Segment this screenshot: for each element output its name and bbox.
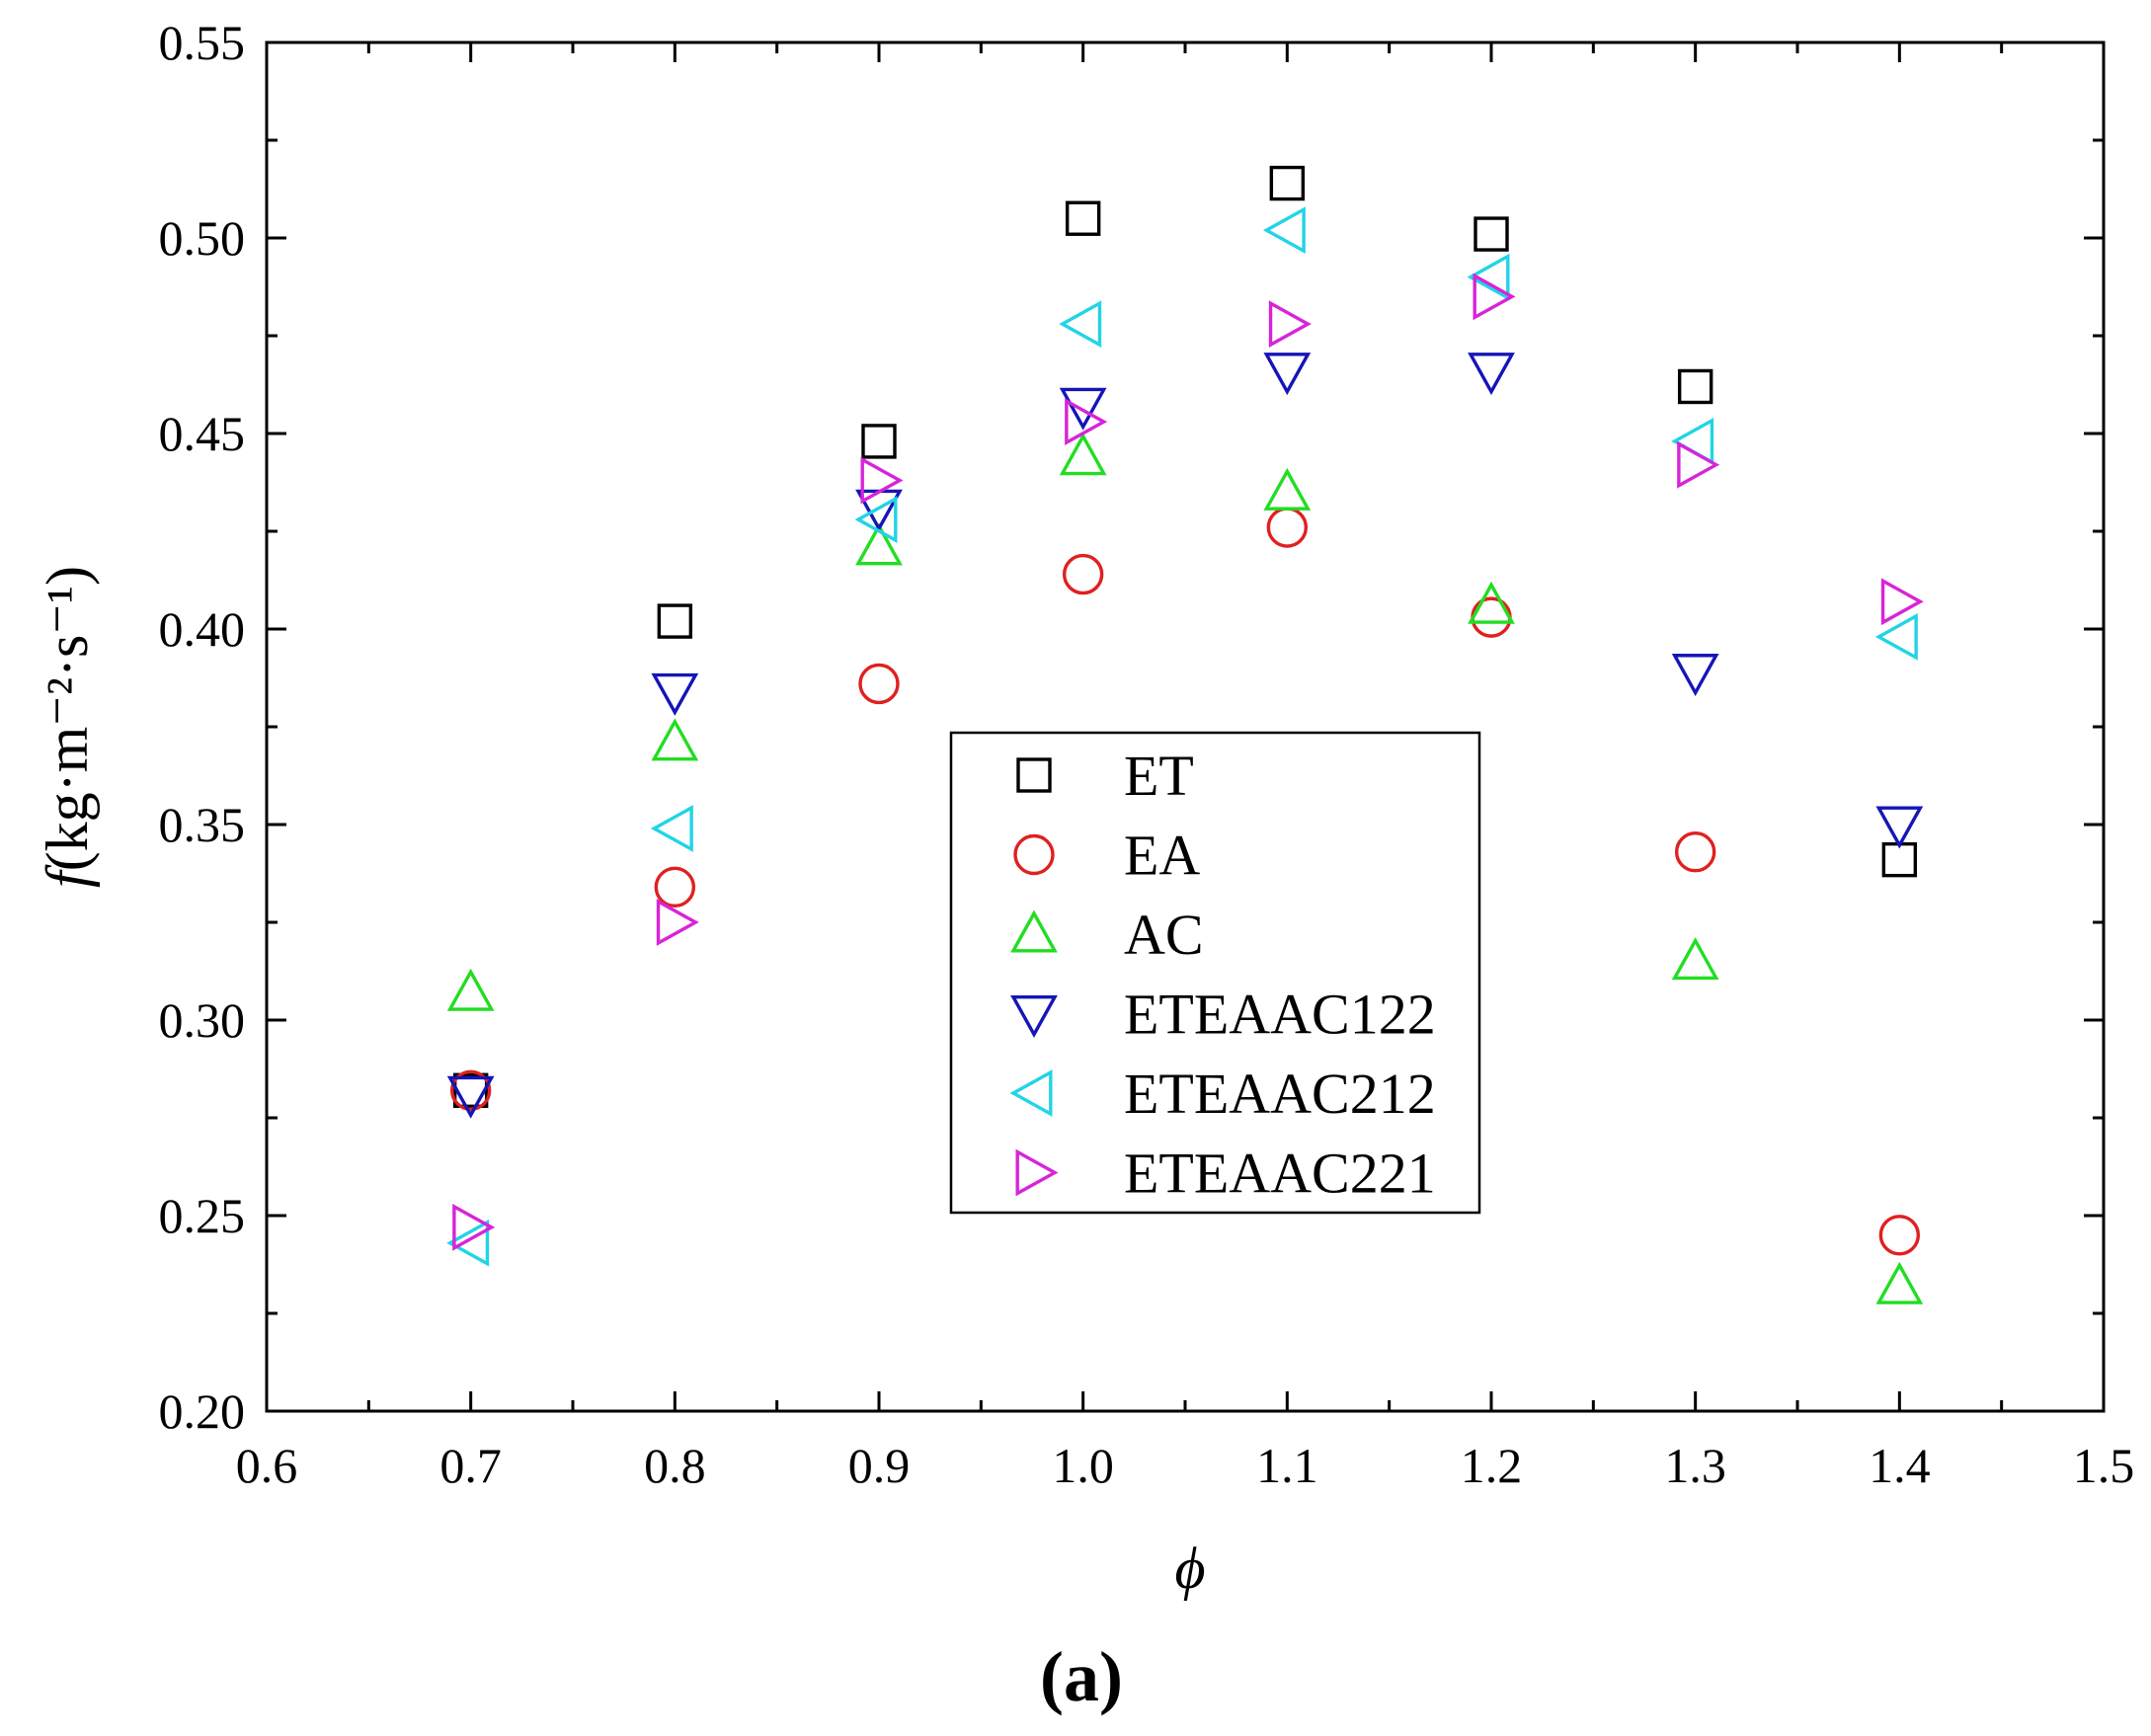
x-tick-label: 1.1: [1256, 1438, 1318, 1493]
data-point-et: [861, 424, 897, 459]
data-point-eteaac221: [1065, 398, 1108, 446]
x-axis: 0.6 0.7 0.8 0.9 1.0 1.1 1.2 1.3 1.4 1.5: [236, 42, 2135, 1493]
data-point-eteaac122: [1263, 353, 1312, 396]
data-point-et: [1677, 368, 1713, 405]
data-point-eteaac212: [650, 805, 693, 852]
legend-entry-ea: EA: [1013, 824, 1200, 888]
data-point-eteaac122: [1875, 806, 1924, 849]
legend-marker-eteaac212: [1009, 1069, 1053, 1117]
data-point-ac: [651, 718, 699, 761]
data-point-ea: [1878, 1215, 1921, 1256]
legend-marker-et: [1016, 757, 1052, 793]
x-tick-label: 1.0: [1052, 1438, 1114, 1493]
data-point-eteaac221: [1268, 300, 1312, 349]
data-point-ac: [446, 968, 495, 1011]
data-point-eteaac221: [656, 899, 699, 946]
y-tick-label: 0.20: [159, 1383, 246, 1439]
x-tick-label: 0.9: [848, 1438, 911, 1493]
data-points: [446, 165, 1924, 1304]
data-point-ac: [1875, 1261, 1924, 1304]
legend-marker-eteaac122: [1010, 995, 1058, 1039]
data-point-eteaac122: [446, 1075, 495, 1119]
data-point-eteaac212: [854, 496, 898, 544]
data-point-ea: [1062, 553, 1104, 595]
y-axis-title-units: (kg·m⁻²·s⁻¹): [35, 566, 100, 871]
data-point-eteaac122: [1059, 387, 1107, 431]
data-point-eteaac122: [1468, 353, 1515, 396]
legend-label: AC: [1124, 903, 1204, 967]
data-point-eteaac221: [452, 1203, 496, 1251]
data-point-ac: [1468, 581, 1515, 624]
legend-label: ETEAAC122: [1124, 983, 1436, 1047]
legend-entry-eteaac212: ETEAAC212: [1009, 1062, 1436, 1126]
legend-label: ETEAAC221: [1124, 1142, 1436, 1206]
data-point-ea: [858, 663, 900, 705]
y-tick-label: 0.50: [159, 210, 246, 266]
data-point-ac: [1263, 467, 1312, 511]
panel-label: (a): [1040, 1637, 1123, 1716]
legend-entry-eteaac122: ETEAAC122: [1010, 983, 1436, 1047]
data-point-eteaac212: [1874, 613, 1918, 661]
x-tick-label: 1.3: [1664, 1438, 1726, 1493]
y-tick-label: 0.30: [159, 992, 246, 1048]
legend: ET EA AC ETEAAC122 ETEAAC212 ETEAAC221: [949, 731, 1481, 1215]
y-tick-label: 0.45: [159, 406, 246, 461]
data-point-eteaac122: [1671, 654, 1719, 697]
data-point-ea: [1471, 596, 1512, 638]
y-tick-label: 0.35: [159, 797, 246, 852]
data-point-ac: [1059, 433, 1107, 476]
legend-entry-et: ET: [1016, 744, 1194, 808]
data-point-eteaac212: [446, 1219, 490, 1267]
y-axis-title: f(kg·m⁻²·s⁻¹): [35, 566, 100, 888]
data-point-et: [657, 603, 693, 639]
x-tick-label: 0.8: [644, 1438, 706, 1493]
data-point-eteaac221: [1880, 578, 1924, 626]
legend-marker-eteaac221: [1015, 1148, 1059, 1197]
x-tick-label: 1.4: [1869, 1438, 1931, 1493]
legend-box: [949, 731, 1481, 1215]
legend-label: ET: [1124, 744, 1194, 808]
data-point-ac: [1671, 937, 1719, 981]
data-point-ea: [654, 866, 696, 908]
data-point-ea: [1674, 831, 1716, 873]
legend-marker-ac: [1010, 909, 1058, 953]
series-ac: [446, 433, 1924, 1304]
data-point-eteaac122: [651, 672, 699, 716]
legend-label: EA: [1124, 824, 1200, 888]
x-tick-label: 0.6: [236, 1438, 298, 1493]
data-point-ea: [449, 1069, 492, 1111]
y-tick-label: 0.25: [159, 1188, 246, 1243]
data-point-eteaac212: [1262, 206, 1306, 254]
series-eteaac122: [446, 353, 1924, 1119]
data-point-et: [1065, 200, 1101, 236]
legend-entry-ac: AC: [1010, 903, 1204, 967]
data-point-ea: [1266, 507, 1309, 548]
data-point-et: [452, 1072, 489, 1108]
data-point-eteaac212: [1467, 253, 1510, 301]
data-point-et: [1474, 216, 1509, 252]
data-point-eteaac212: [1059, 300, 1102, 349]
x-tick-label: 1.2: [1461, 1438, 1523, 1493]
legend-label: ETEAAC212: [1124, 1062, 1436, 1126]
data-point-eteaac221: [860, 456, 904, 505]
data-point-ac: [855, 522, 903, 566]
data-point-eteaac221: [1473, 273, 1516, 321]
y-axis: 0.20 0.25 0.30 0.35 0.40 0.45 0.50 0.55: [159, 15, 2104, 1439]
x-tick-label: 0.7: [439, 1438, 502, 1493]
x-tick-label: 1.5: [2073, 1438, 2135, 1493]
data-point-eteaac221: [1677, 440, 1720, 489]
y-tick-label: 0.40: [159, 601, 246, 657]
legend-marker-ea: [1013, 833, 1055, 876]
series-eteaac221: [452, 273, 1924, 1251]
series-ea: [449, 507, 1921, 1256]
data-point-et: [1269, 165, 1306, 201]
y-tick-label: 0.55: [159, 15, 246, 70]
legend-entry-eteaac221: ETEAAC221: [1015, 1142, 1436, 1206]
x-axis-title: ϕ: [1174, 1536, 1205, 1601]
